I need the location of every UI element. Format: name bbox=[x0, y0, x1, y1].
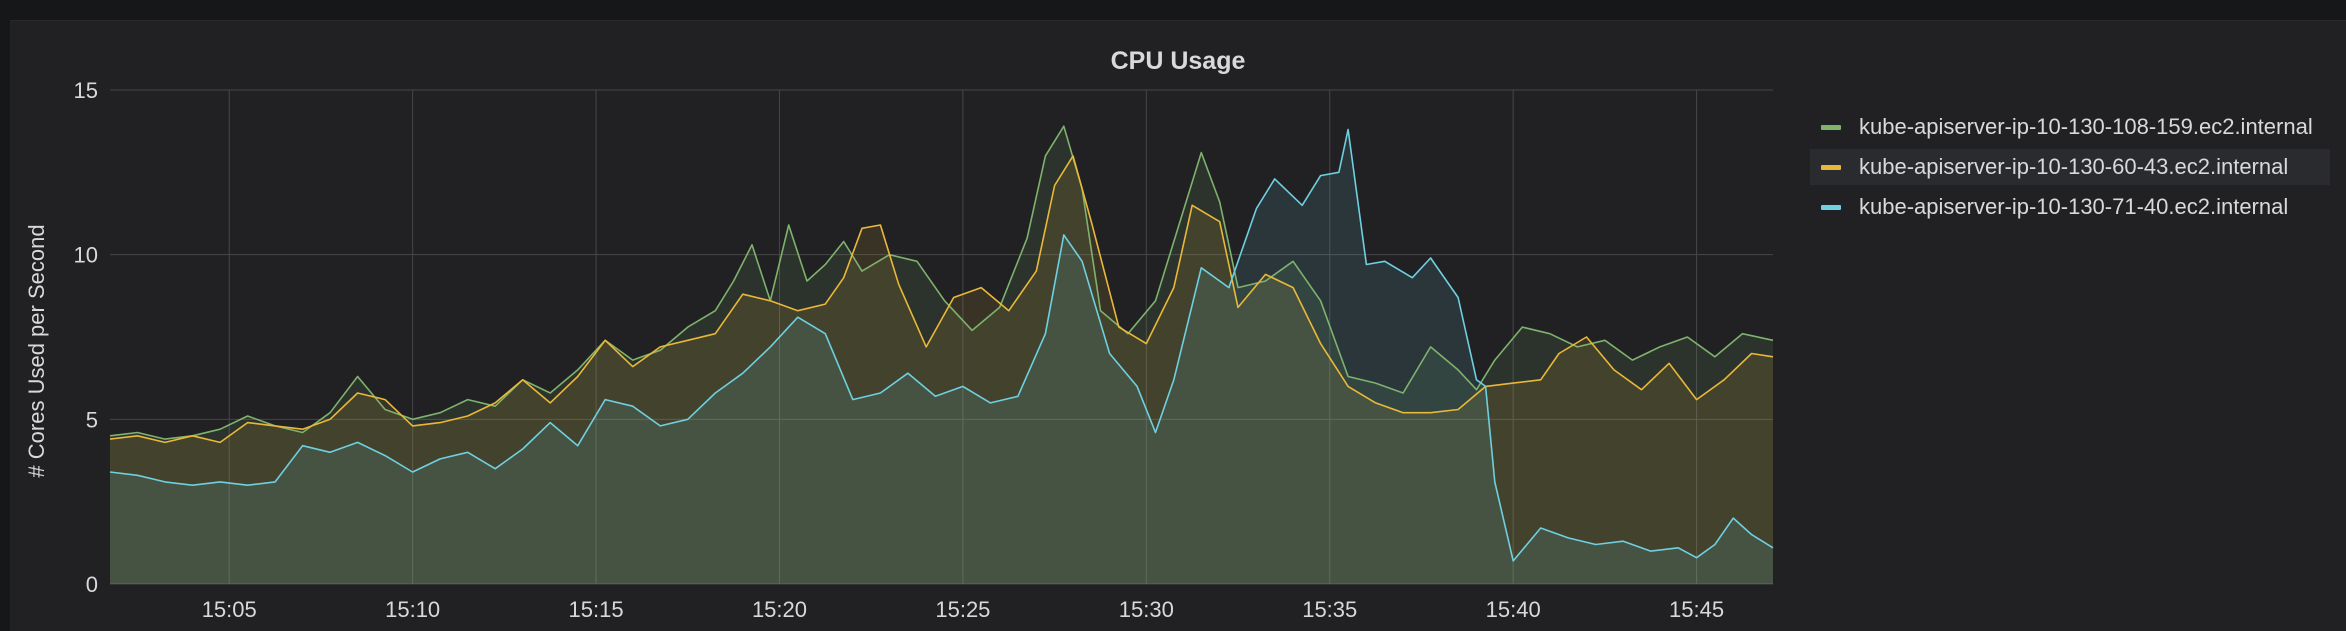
x-tick-label: 15:30 bbox=[1119, 597, 1174, 622]
series-color-swatch bbox=[1821, 124, 1841, 130]
line-layer bbox=[109, 125, 1774, 562]
y-tick-label: 5 bbox=[86, 407, 98, 432]
series-area-1 bbox=[110, 126, 1773, 584]
legend-item-71-40[interactable]: kube-apiserver-ip-10-130-71-40.ec2.inter… bbox=[1810, 189, 2330, 225]
series-line-1 bbox=[109, 125, 1774, 440]
grid-layer bbox=[110, 89, 1773, 585]
x-tick-label: 15:25 bbox=[935, 597, 990, 622]
legend-item-108-159[interactable]: kube-apiserver-ip-10-130-108-159.ec2.int… bbox=[1810, 109, 2330, 145]
chart-panel: CPU Usage 0 5 10 15 15:05 15:10 15:15 15:20 15:2… bbox=[10, 20, 2346, 631]
x-tick-label: 15:35 bbox=[1302, 597, 1357, 622]
y-tick-label: 15 bbox=[74, 78, 98, 103]
area-layer bbox=[110, 126, 1773, 584]
series-line-2 bbox=[109, 155, 1774, 444]
axis-layer: 0 5 10 15 15:05 15:10 15:15 15:20 15:25 15:30 15:3… bbox=[74, 78, 1725, 622]
series-color-swatch bbox=[1821, 164, 1841, 170]
x-tick-label: 15:40 bbox=[1486, 597, 1541, 622]
legend: kube-apiserver-ip-10-130-108-159.ec2.int… bbox=[1810, 109, 2330, 229]
x-tick-label: 15:45 bbox=[1669, 597, 1724, 622]
legend-label: kube-apiserver-ip-10-130-71-40.ec2.inter… bbox=[1859, 194, 2289, 219]
cpu-usage-chart: 0 5 10 15 15:05 15:10 15:15 15:20 15:25 15:30 15:3… bbox=[24, 78, 1774, 622]
y-axis-label: # Cores Used per Second bbox=[24, 224, 49, 477]
x-tick-label: 15:20 bbox=[752, 597, 807, 622]
legend-label: kube-apiserver-ip-10-130-60-43.ec2.inter… bbox=[1859, 154, 2289, 179]
panel-title[interactable]: CPU Usage bbox=[1110, 47, 1246, 75]
series-color-swatch bbox=[1821, 204, 1841, 210]
legend-item-60-43[interactable]: kube-apiserver-ip-10-130-60-43.ec2.inter… bbox=[1810, 149, 2330, 185]
series-area-3 bbox=[110, 129, 1773, 584]
series-area-2 bbox=[110, 155, 1773, 584]
legend-label: kube-apiserver-ip-10-130-108-159.ec2.int… bbox=[1859, 114, 2313, 139]
x-tick-label: 15:15 bbox=[569, 597, 624, 622]
x-tick-label: 15:10 bbox=[385, 597, 440, 622]
y-tick-label: 0 bbox=[86, 572, 98, 597]
series-line-3 bbox=[109, 128, 1774, 562]
x-tick-label: 15:05 bbox=[202, 597, 257, 622]
y-tick-label: 10 bbox=[74, 243, 98, 268]
